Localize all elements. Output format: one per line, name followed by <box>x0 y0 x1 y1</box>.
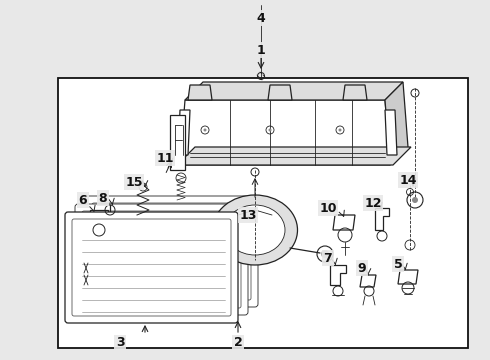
Text: 12: 12 <box>364 197 382 210</box>
Polygon shape <box>188 85 212 100</box>
Polygon shape <box>385 110 397 155</box>
Text: 6: 6 <box>79 194 87 207</box>
Text: 11: 11 <box>156 152 174 165</box>
Polygon shape <box>333 215 355 230</box>
Ellipse shape <box>213 195 297 265</box>
Text: 2: 2 <box>234 337 243 350</box>
Polygon shape <box>177 147 411 165</box>
Ellipse shape <box>225 205 285 255</box>
Bar <box>58 78 468 348</box>
FancyBboxPatch shape <box>92 203 251 300</box>
Text: 13: 13 <box>239 208 257 221</box>
Polygon shape <box>180 100 390 165</box>
Polygon shape <box>185 82 403 100</box>
FancyBboxPatch shape <box>82 211 241 308</box>
Text: 5: 5 <box>393 257 402 270</box>
Polygon shape <box>178 110 190 155</box>
Polygon shape <box>385 82 408 165</box>
Text: 7: 7 <box>323 252 332 265</box>
Text: 4: 4 <box>257 12 266 24</box>
Polygon shape <box>90 210 108 238</box>
Text: 1: 1 <box>257 44 266 57</box>
Text: 10: 10 <box>319 202 337 215</box>
Circle shape <box>412 197 418 203</box>
Polygon shape <box>343 85 367 100</box>
Text: 3: 3 <box>116 337 124 350</box>
Polygon shape <box>375 208 389 230</box>
FancyBboxPatch shape <box>75 204 248 315</box>
FancyBboxPatch shape <box>72 219 231 316</box>
Circle shape <box>339 129 342 131</box>
Text: 14: 14 <box>399 174 417 186</box>
Text: 8: 8 <box>98 192 107 204</box>
Polygon shape <box>398 270 418 284</box>
Polygon shape <box>102 250 118 257</box>
Text: 9: 9 <box>358 261 367 274</box>
Polygon shape <box>330 265 346 285</box>
Polygon shape <box>360 275 376 287</box>
FancyBboxPatch shape <box>65 212 238 323</box>
Circle shape <box>203 129 206 131</box>
Polygon shape <box>268 85 292 100</box>
FancyBboxPatch shape <box>85 196 258 307</box>
Polygon shape <box>170 115 185 170</box>
Circle shape <box>269 129 271 131</box>
Text: 15: 15 <box>125 176 143 189</box>
Circle shape <box>321 250 329 258</box>
